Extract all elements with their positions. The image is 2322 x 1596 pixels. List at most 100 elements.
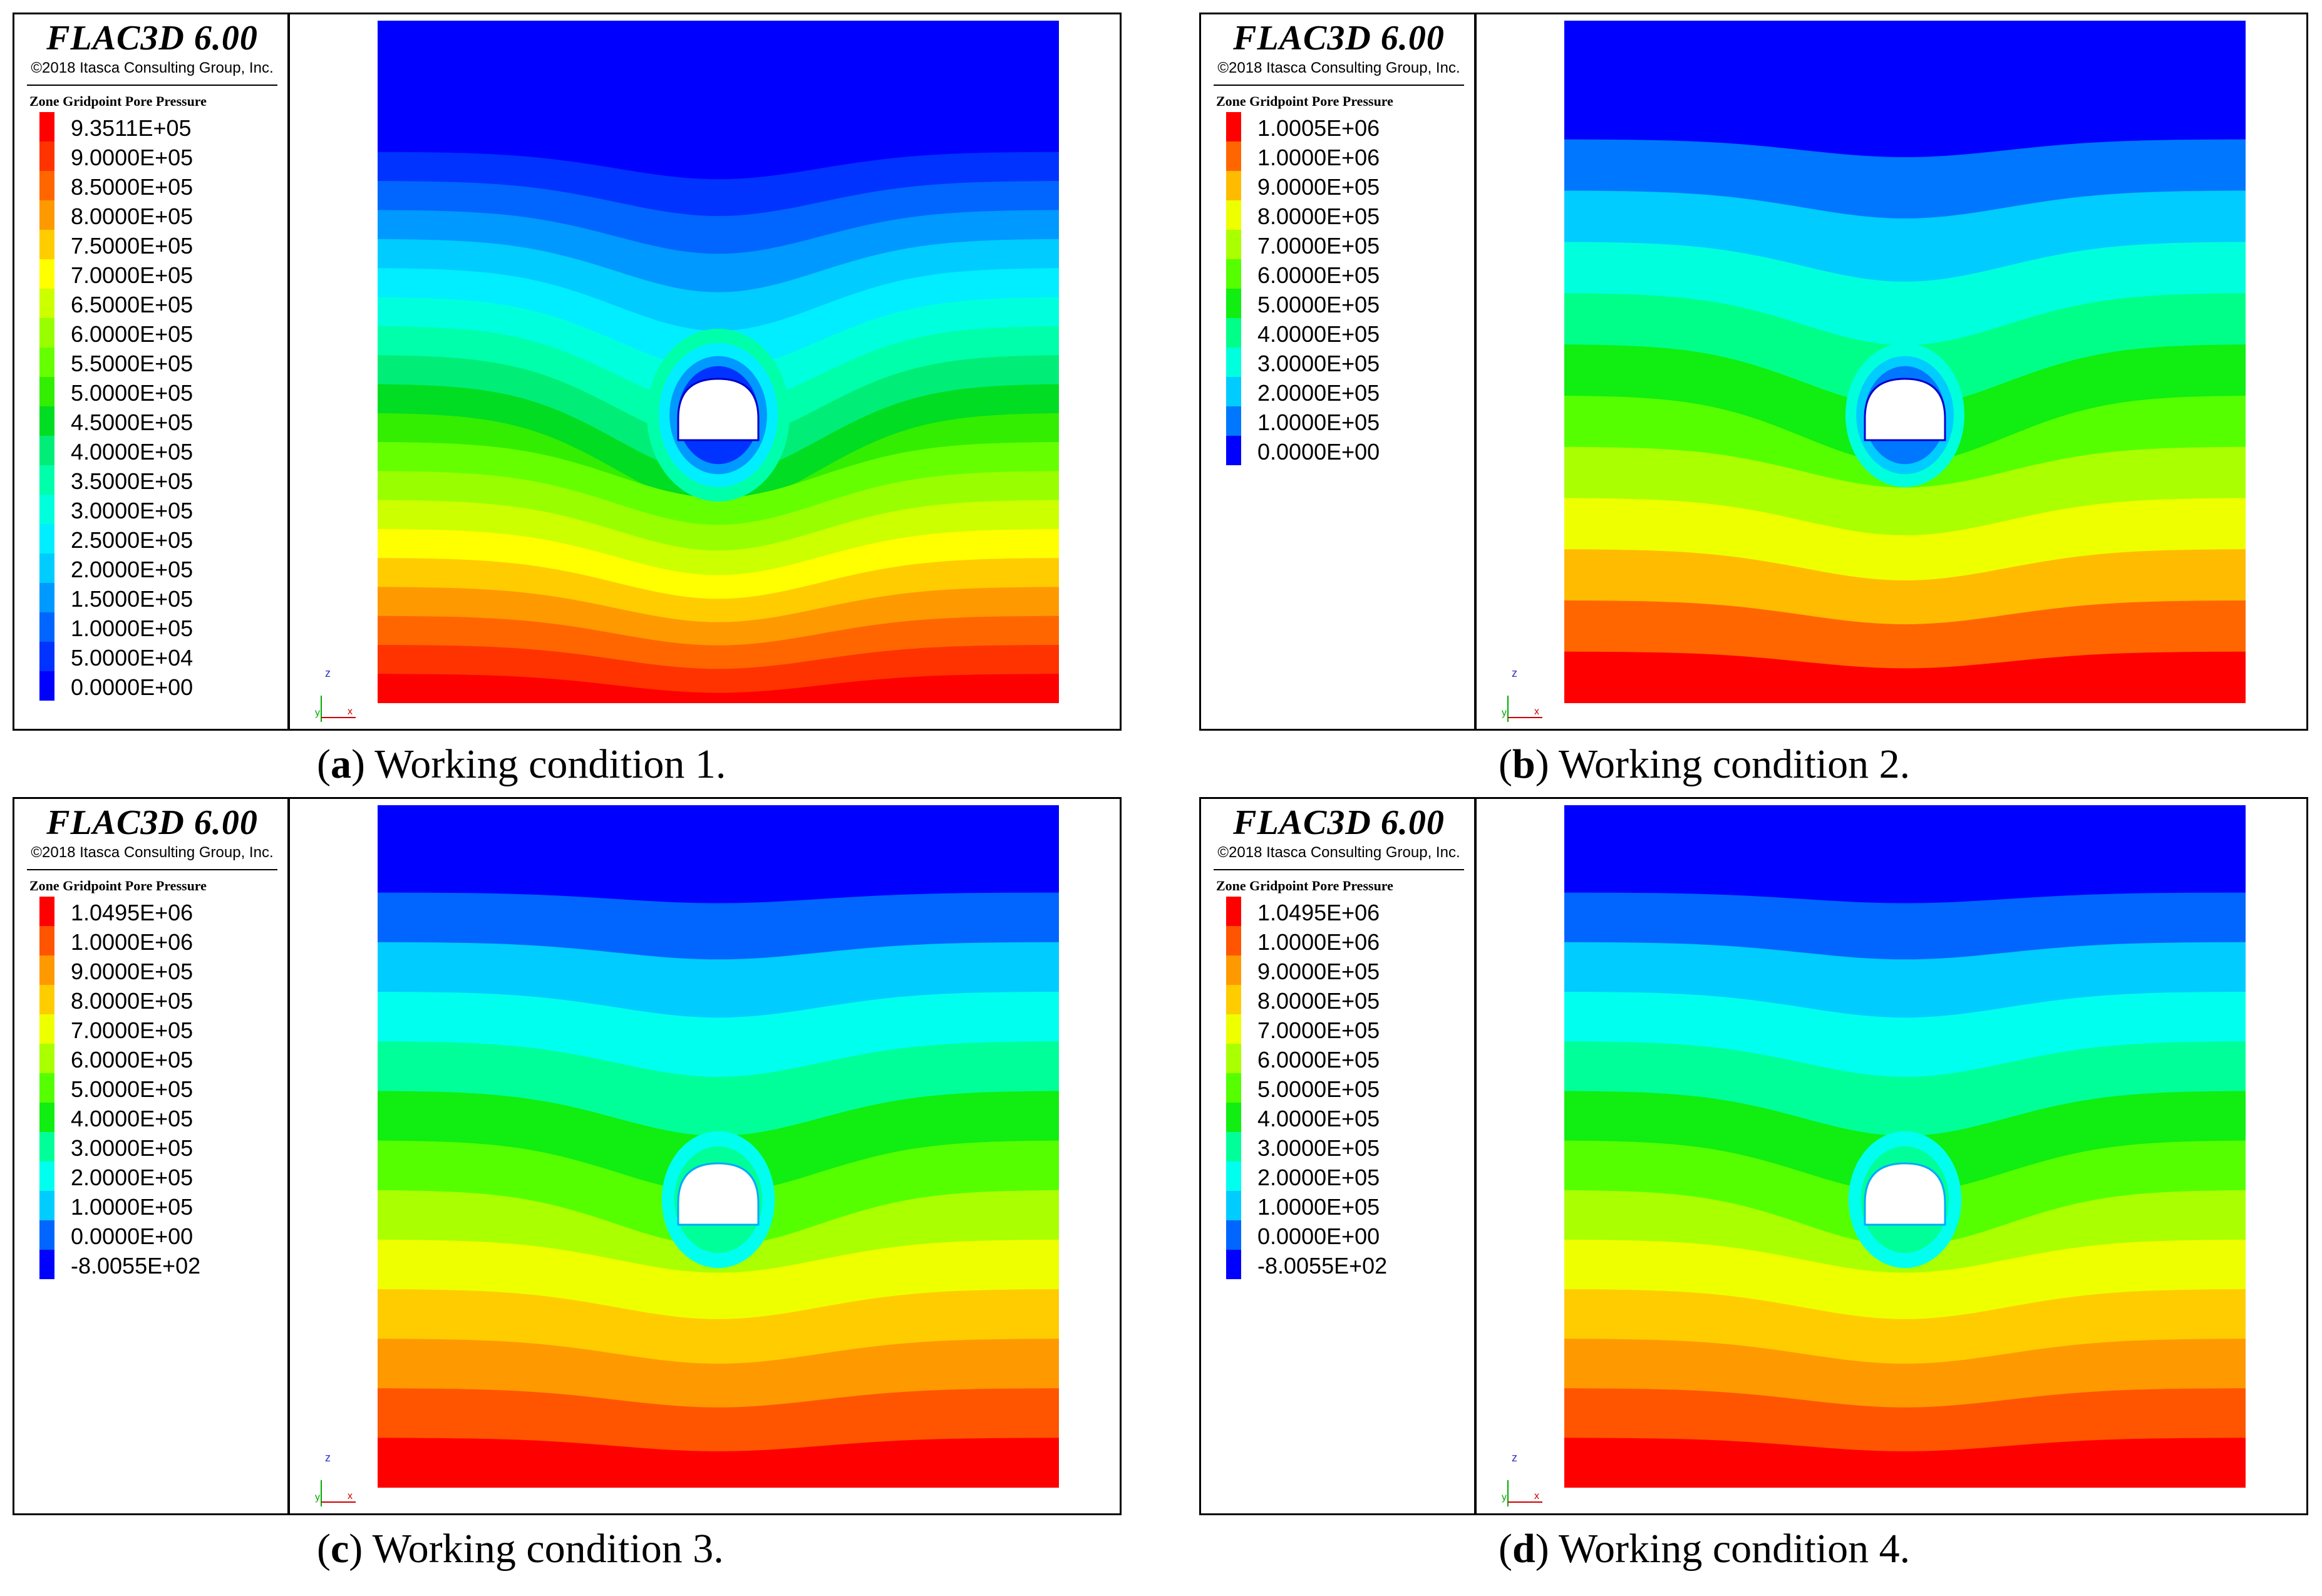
contour-band: [378, 805, 1059, 904]
legend-label: -8.0055E+02: [71, 1253, 201, 1279]
legend-swatch: [1226, 406, 1241, 436]
contour-svg: [378, 805, 1059, 1488]
contour-band: [1564, 21, 2246, 158]
legend-swatch: [39, 406, 54, 436]
legend-swatch: [39, 524, 54, 553]
legend-label: 0.0000E+00: [1257, 439, 1380, 465]
legend-label: 7.0000E+05: [71, 1017, 194, 1043]
divider: [1214, 85, 1464, 86]
legend-label: 4.5000E+05: [71, 409, 194, 435]
legend-label: 7.0000E+05: [71, 262, 194, 288]
legend-swatch: [1226, 142, 1241, 171]
panel-a: FLAC3D 6.00 ©2018 Itasca Consulting Grou…: [13, 13, 1122, 731]
contour-plot: [378, 21, 1059, 703]
legend-label: 8.0000E+05: [71, 203, 194, 229]
legend-swatch: [39, 1014, 54, 1044]
legend-swatch: [39, 495, 54, 524]
axes-triad: z y x: [315, 1451, 356, 1506]
legend-label: 5.0000E+05: [71, 1076, 194, 1102]
copyright: ©2018 Itasca Consulting Group, Inc.: [31, 59, 274, 76]
legend-swatch: [1226, 377, 1241, 406]
legend-label: 2.0000E+05: [1257, 1165, 1380, 1190]
legend-pane: FLAC3D 6.00 ©2018 Itasca Consulting Grou…: [14, 14, 356, 729]
legend-swatch: [1226, 259, 1241, 289]
legend-swatch: [39, 1250, 54, 1279]
axis-z-label: z: [325, 667, 331, 679]
legend-label: 4.0000E+05: [1257, 1106, 1380, 1131]
legend-label: 7.0000E+05: [1257, 1017, 1380, 1043]
caption-letter: a: [330, 741, 351, 787]
contour-svg: [378, 21, 1059, 703]
legend-label: 3.0000E+05: [71, 1135, 194, 1161]
copyright: ©2018 Itasca Consulting Group, Inc.: [1217, 59, 1460, 76]
contour-plot: [1564, 805, 2246, 1488]
legend-label: 1.0000E+05: [71, 615, 194, 641]
legend-label: -8.0055E+02: [1257, 1253, 1388, 1279]
legend-label: 4.0000E+05: [71, 439, 194, 465]
caption-c: (c) Working condition 3.: [317, 1526, 724, 1572]
contour-svg: [1564, 805, 2246, 1488]
tunnel-opening: [1864, 1162, 1946, 1226]
panel-c: FLAC3D 6.00 ©2018 Itasca Consulting Grou…: [13, 797, 1122, 1515]
axis-z-label: z: [1512, 667, 1517, 679]
legend-swatch: [39, 1161, 54, 1191]
legend-swatch: [39, 1044, 54, 1073]
legend-swatch: [39, 1103, 54, 1132]
legend-swatch: [1226, 926, 1241, 955]
axis-y-label: y: [315, 708, 320, 718]
app-title: FLAC3D 6.00: [46, 19, 258, 58]
legend-label: 5.0000E+05: [1257, 1076, 1380, 1102]
legend-swatch: [1226, 348, 1241, 377]
legend-swatch: [1226, 955, 1241, 985]
legend-swatch: [39, 926, 54, 955]
axis-x-label: x: [1534, 1491, 1539, 1501]
legend-title: Zone Gridpoint Pore Pressure: [1216, 93, 1393, 109]
axis-y-label: y: [315, 1492, 320, 1503]
legend-swatch: [39, 142, 54, 171]
legend-title: Zone Gridpoint Pore Pressure: [29, 878, 207, 893]
caption-text: ) Working condition 3.: [349, 1526, 724, 1572]
legend-swatch: [39, 377, 54, 406]
legend-label: 8.0000E+05: [1257, 988, 1380, 1014]
axes-triad: z y x: [1502, 667, 1542, 722]
legend-label: 4.0000E+05: [1257, 321, 1380, 347]
legend-swatch: [39, 171, 54, 200]
legend-label: 9.0000E+05: [1257, 959, 1380, 984]
legend-swatch: [1226, 318, 1241, 348]
legend-swatch: [39, 1073, 54, 1103]
legend-swatch: [1226, 1103, 1241, 1132]
legend-swatch: [39, 897, 54, 926]
legend-swatch: [1226, 289, 1241, 318]
legend-label: 3.0000E+05: [1257, 1135, 1380, 1161]
axis-z-label: z: [325, 1451, 331, 1464]
app-title: FLAC3D 6.00: [1233, 19, 1445, 58]
legend-swatch: [39, 289, 54, 318]
legend-label: 1.0000E+06: [71, 929, 194, 955]
legend-label: 0.0000E+00: [1257, 1223, 1380, 1249]
legend-swatch: [39, 259, 54, 289]
legend-label: 5.0000E+05: [1257, 292, 1380, 317]
axis-x-label: x: [348, 1491, 353, 1501]
caption-letter: d: [1512, 1526, 1535, 1572]
axis-y-label: y: [1502, 708, 1507, 718]
legend-label: 5.0000E+04: [71, 645, 194, 671]
legend-swatch: [39, 1220, 54, 1250]
legend-swatch: [1226, 171, 1241, 200]
legend-swatch: [1226, 1161, 1241, 1191]
legend-label: 6.0000E+05: [71, 321, 194, 347]
legend-label: 1.0000E+06: [1257, 929, 1380, 955]
legend-swatch: [1226, 1191, 1241, 1220]
legend-label: 8.5000E+05: [71, 174, 194, 200]
legend-label: 2.0000E+05: [71, 557, 194, 582]
caption-b: (b) Working condition 2.: [1499, 741, 1911, 787]
legend-label: 8.0000E+05: [71, 988, 194, 1014]
legend-swatch: [1226, 112, 1241, 142]
legend-swatch: [39, 112, 54, 142]
legend-label: 1.0000E+05: [71, 1194, 194, 1220]
divider: [27, 869, 277, 870]
legend-swatch: [39, 985, 54, 1014]
legend-swatch: [39, 1132, 54, 1161]
legend-label: 6.0000E+05: [1257, 262, 1380, 288]
legend-swatch: [39, 955, 54, 985]
legend-swatch: [1226, 1044, 1241, 1073]
